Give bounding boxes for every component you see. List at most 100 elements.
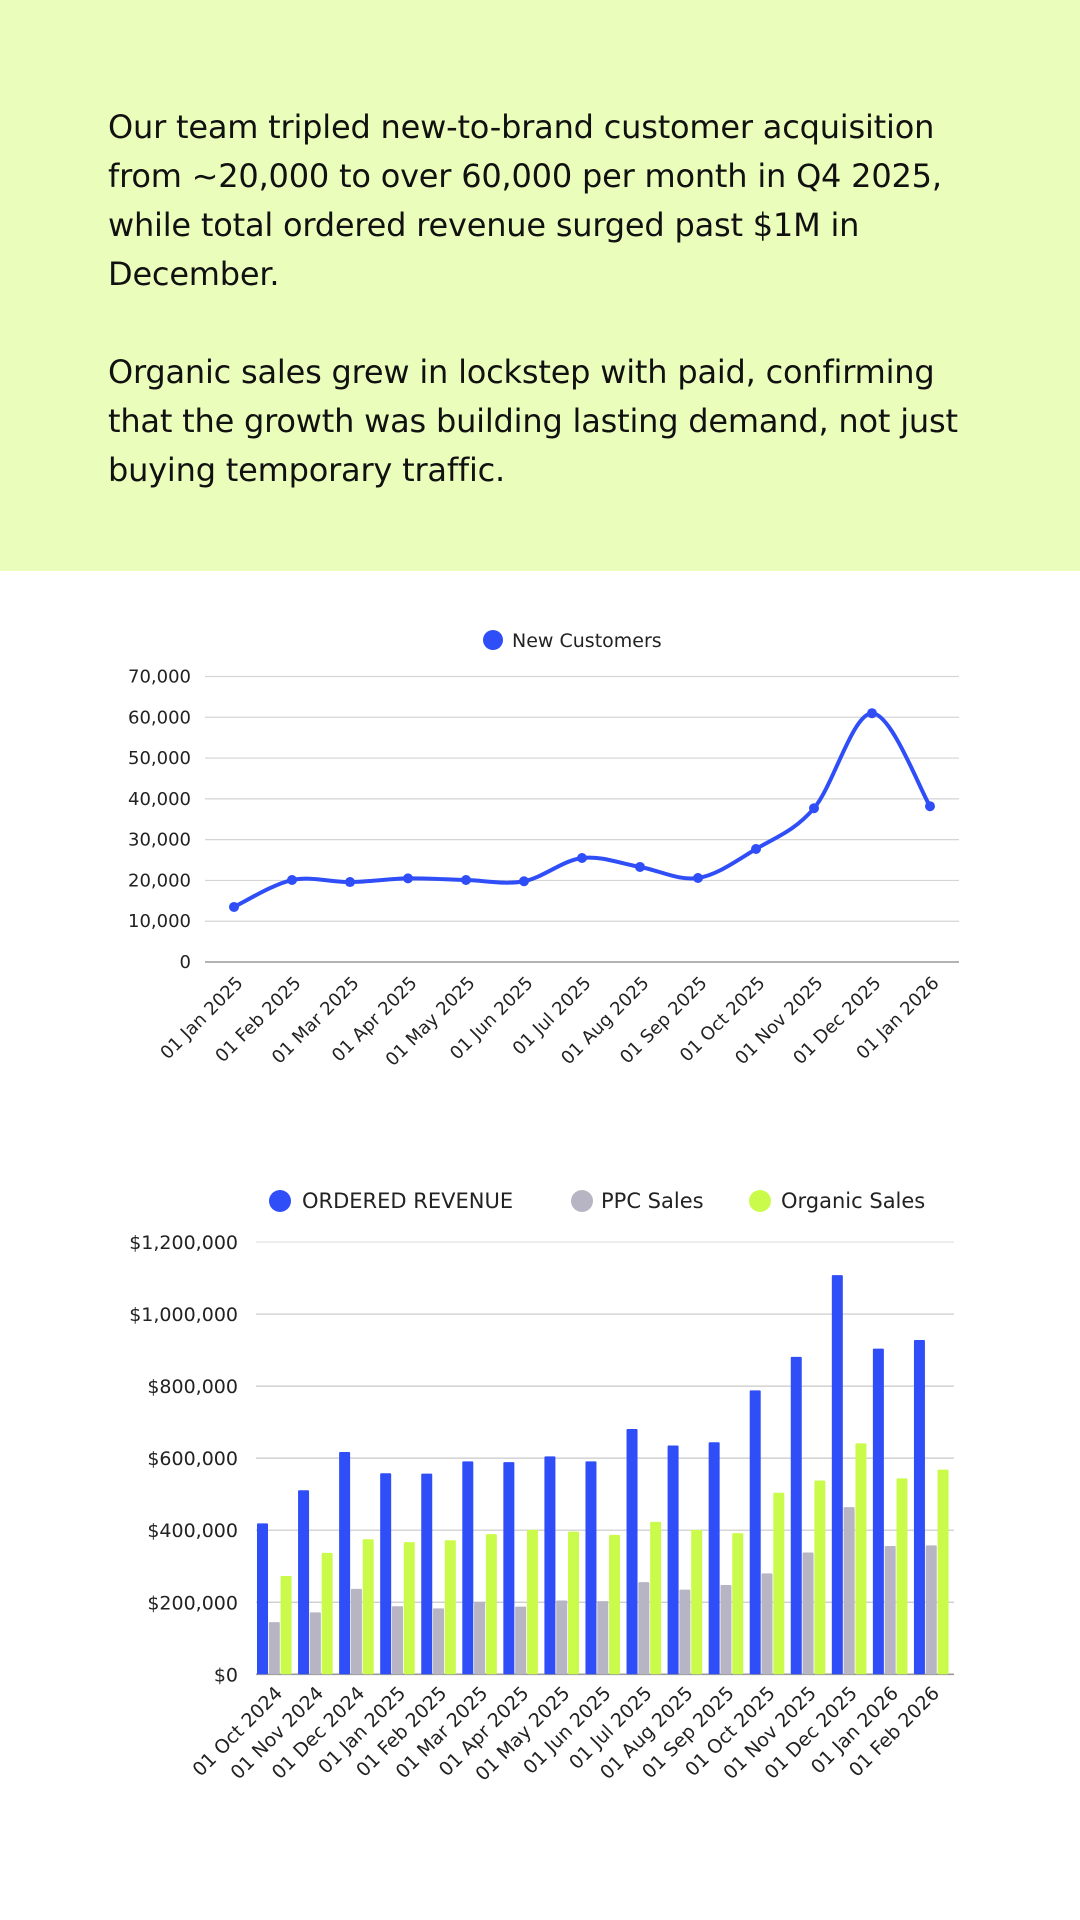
bar-ordered-revenue: [667, 1445, 679, 1675]
data-point: [461, 875, 471, 886]
bar-organic-sales: [896, 1478, 908, 1675]
legend-marker-ordered-revenue: [269, 1190, 291, 1212]
bar-ppc-sales: [597, 1601, 609, 1675]
line-chart-gridlines: [205, 675, 959, 963]
data-point: [403, 873, 413, 884]
bar-ppc-sales: [350, 1588, 362, 1675]
y-tick-label: 60,000: [128, 707, 191, 728]
new-customers-line-chart: New Customers 0 10,000 20,000 30,000 40,000 5…: [128, 630, 959, 1071]
y-tick-label: $800,000: [147, 1376, 238, 1398]
bar-ordered-revenue: [913, 1339, 925, 1675]
bar-organic-sales: [937, 1469, 949, 1675]
bar-chart-bars: [257, 1275, 949, 1675]
summary-paragraph-2: Organic sales grew in lockstep with paid…: [108, 353, 958, 489]
bar-organic-sales: [609, 1534, 621, 1675]
bar-organic-sales: [526, 1529, 538, 1675]
y-tick-label: 40,000: [128, 789, 191, 810]
y-tick-label: 0: [180, 952, 191, 973]
bar-ppc-sales: [515, 1606, 527, 1675]
bar-organic-sales: [321, 1552, 333, 1675]
bar-ordered-revenue: [585, 1461, 597, 1675]
bar-ordered-revenue: [380, 1473, 392, 1675]
legend-marker-new-customers: [483, 630, 503, 650]
bar-ppc-sales: [679, 1589, 691, 1675]
bar-organic-sales: [362, 1539, 374, 1675]
bar-organic-sales: [691, 1529, 703, 1675]
legend-marker-organic-sales: [749, 1190, 771, 1212]
data-point: [229, 901, 239, 912]
data-point: [287, 875, 297, 886]
bar-ordered-revenue: [421, 1473, 433, 1675]
line-chart-y-axis: 0 10,000 20,000 30,000 40,000 50,000 60,000 70,…: [128, 667, 191, 974]
summary-text: Our team tripled new-to-brand customer a…: [108, 103, 1008, 495]
bar-ppc-sales: [309, 1612, 321, 1675]
bar-ordered-revenue: [708, 1442, 720, 1675]
bar-ordered-revenue: [831, 1275, 843, 1675]
bar-ppc-sales: [720, 1584, 732, 1675]
data-point: [519, 876, 529, 887]
bar-organic-sales: [444, 1540, 456, 1675]
bar-ppc-sales: [433, 1608, 445, 1675]
y-tick-label: $0: [214, 1664, 238, 1686]
bar-ppc-sales: [802, 1552, 814, 1675]
bar-ordered-revenue: [749, 1390, 761, 1675]
bar-ordered-revenue: [790, 1356, 802, 1675]
bar-ordered-revenue: [872, 1348, 884, 1675]
data-point: [577, 852, 587, 863]
legend-marker-ppc-sales: [571, 1190, 593, 1212]
data-point: [345, 877, 355, 888]
data-point: [925, 801, 935, 812]
data-point: [751, 844, 761, 855]
bar-ppc-sales: [843, 1507, 855, 1675]
bar-ppc-sales: [474, 1601, 486, 1675]
y-tick-label: $1,000,000: [129, 1304, 238, 1326]
legend-label-ppc-sales: PPC Sales: [601, 1189, 704, 1213]
y-tick-label: 70,000: [128, 667, 191, 688]
legend-label-ordered-revenue: ORDERED REVENUE: [302, 1189, 513, 1213]
bar-ordered-revenue: [339, 1452, 351, 1675]
bar-ordered-revenue: [626, 1428, 638, 1675]
summary-panel: Our team tripled new-to-brand customer a…: [0, 0, 1080, 571]
bar-ppc-sales: [638, 1582, 650, 1675]
data-point: [693, 872, 703, 883]
y-tick-label: 30,000: [128, 830, 191, 851]
bar-organic-sales: [732, 1533, 744, 1675]
y-tick-label: $600,000: [147, 1448, 238, 1470]
legend-label-new-customers: New Customers: [512, 630, 662, 652]
bar-ordered-revenue: [257, 1523, 268, 1675]
bar-chart-y-axis: $0 $200,000 $400,000 $600,000 $800,000 $1,000…: [129, 1232, 238, 1686]
line-chart-points: [229, 708, 935, 912]
bar-organic-sales: [773, 1492, 785, 1675]
bar-organic-sales: [568, 1531, 580, 1675]
data-point: [635, 861, 645, 872]
bar-ordered-revenue: [544, 1456, 556, 1675]
bar-ordered-revenue: [298, 1490, 310, 1675]
bar-organic-sales: [814, 1480, 826, 1675]
bar-organic-sales: [485, 1534, 497, 1675]
bar-ppc-sales: [884, 1546, 896, 1675]
y-tick-label: $400,000: [147, 1520, 238, 1542]
bar-chart-legend: ORDERED REVENUE PPC Sales Organic Sales: [269, 1189, 925, 1213]
bar-ordered-revenue: [503, 1462, 515, 1675]
revenue-bar-chart: ORDERED REVENUE PPC Sales Organic Sales …: [129, 1189, 954, 1785]
bar-ppc-sales: [268, 1622, 280, 1675]
bar-organic-sales: [280, 1575, 292, 1675]
bar-organic-sales: [855, 1443, 867, 1675]
line-chart-legend: New Customers: [483, 630, 662, 652]
bar-ppc-sales: [556, 1600, 568, 1675]
y-tick-label: 10,000: [128, 911, 191, 932]
bar-ppc-sales: [925, 1545, 937, 1675]
bar-organic-sales: [403, 1542, 415, 1675]
legend-label-organic-sales: Organic Sales: [781, 1189, 925, 1213]
y-tick-label: $1,200,000: [129, 1232, 238, 1254]
data-point: [809, 803, 819, 814]
y-tick-label: 50,000: [128, 748, 191, 769]
bar-ppc-sales: [761, 1573, 773, 1675]
y-tick-label: 20,000: [128, 870, 191, 891]
y-tick-label: $200,000: [147, 1592, 238, 1614]
series-line-new-customers: [232, 711, 932, 909]
bar-ordered-revenue: [462, 1461, 474, 1675]
bar-ppc-sales: [391, 1606, 403, 1675]
